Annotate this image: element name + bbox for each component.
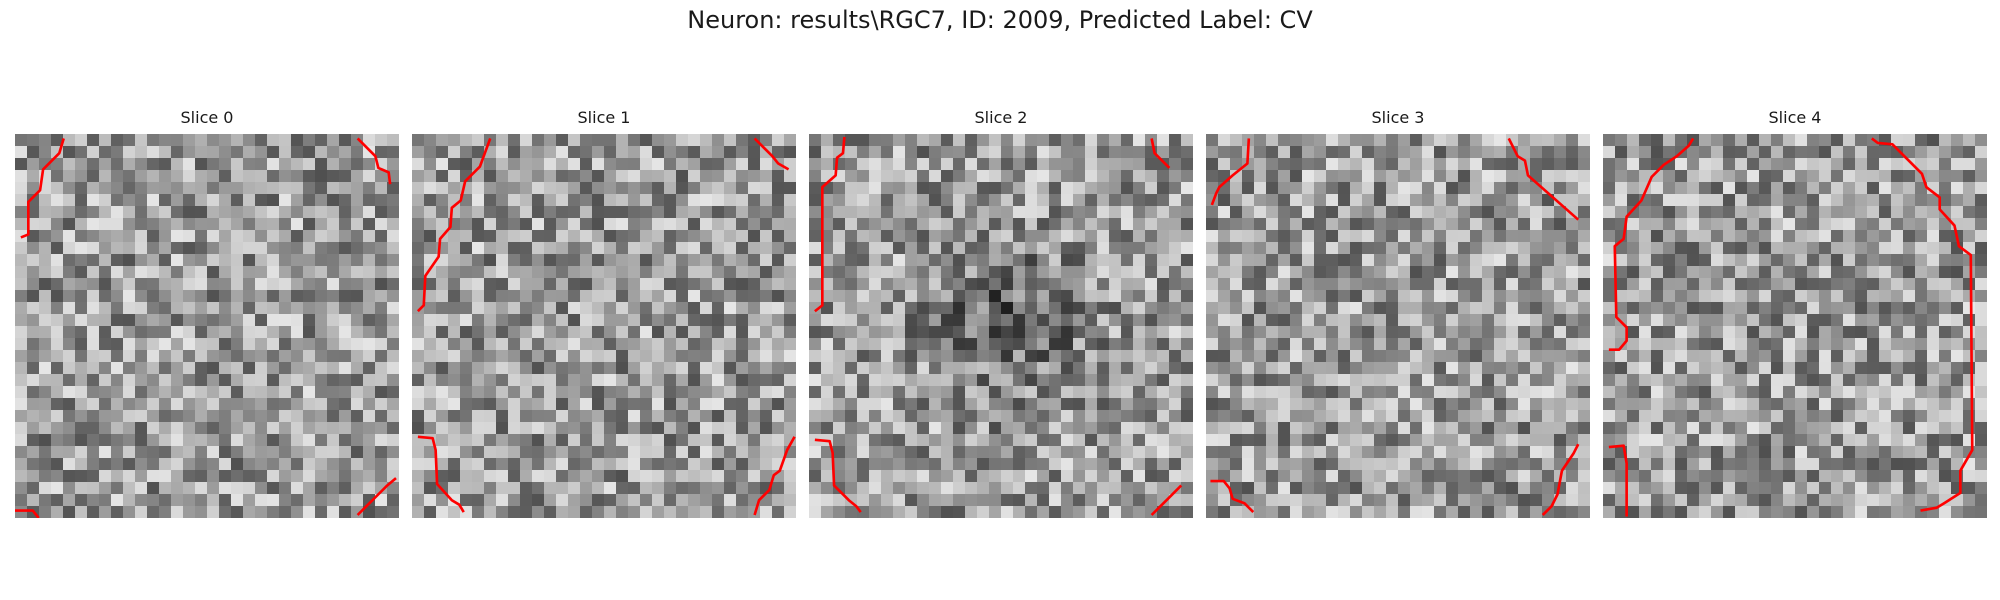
slice-image	[15, 134, 399, 518]
slice-panel-3: Slice 3	[1206, 104, 1590, 518]
pixel-grid	[15, 134, 399, 518]
contour-line	[416, 137, 492, 313]
contour-line	[1507, 137, 1580, 221]
slice-title: Slice 3	[1371, 108, 1425, 127]
pixel-grid	[412, 134, 796, 518]
contour-line	[15, 509, 40, 518]
contour-line	[814, 438, 862, 513]
slice-title: Slice 2	[974, 108, 1028, 127]
slice-image	[1206, 134, 1590, 518]
slice-panel-1: Slice 1	[412, 104, 796, 518]
slice-image	[412, 134, 796, 518]
slice-title: Slice 1	[577, 108, 631, 127]
contour-line	[356, 477, 397, 516]
contour-line	[1871, 137, 1974, 512]
slice-panel-2: Slice 2	[809, 104, 1193, 518]
contour-line	[753, 137, 790, 171]
slice-panel-4: Slice 4	[1603, 104, 1987, 518]
contour-line	[814, 136, 846, 313]
contour-line	[1210, 138, 1251, 206]
contour-line	[1150, 484, 1183, 516]
pixel-grid	[1206, 134, 1590, 518]
slice-image	[809, 134, 1193, 518]
figure-title: Neuron: results\RGC7, ID: 2009, Predicte…	[687, 6, 1313, 34]
contour-line	[1608, 444, 1628, 517]
pixel-grid	[1603, 134, 1987, 518]
contour-line	[1541, 443, 1580, 516]
contour-line	[1608, 137, 1695, 351]
slice-title: Slice 4	[1768, 108, 1822, 127]
slice-title: Slice 0	[180, 108, 234, 127]
contour-line	[417, 435, 465, 513]
pixel-grid	[809, 134, 1193, 518]
contour-line	[1150, 138, 1171, 169]
contour-line	[356, 137, 392, 185]
contour-line	[1210, 479, 1255, 514]
contour-line	[753, 436, 796, 516]
slice-image	[1603, 134, 1987, 518]
contour-line	[20, 138, 65, 239]
slice-panel-0: Slice 0	[15, 104, 399, 518]
